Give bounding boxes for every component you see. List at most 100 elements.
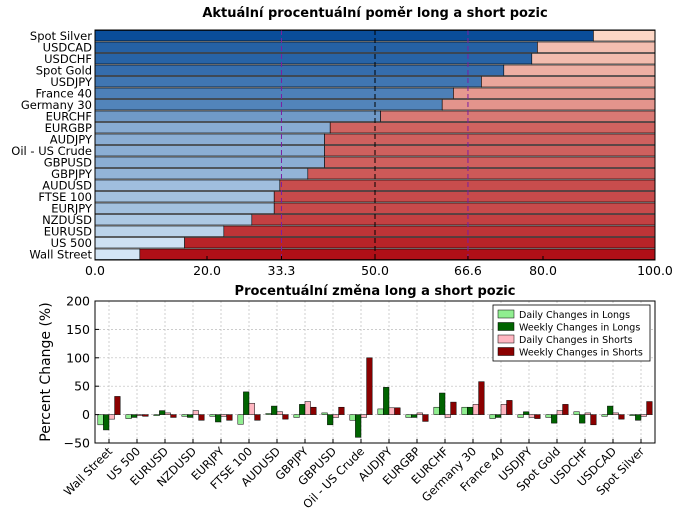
change-bar: [444, 414, 451, 418]
chart2-frame: [94, 300, 656, 444]
short-bar: [139, 248, 656, 260]
long-bar: [94, 76, 482, 88]
change-bar: [562, 404, 569, 415]
legend-entry: Weekly Changes in Shorts: [519, 348, 643, 359]
change-bar: [265, 413, 272, 415]
short-bar: [531, 53, 656, 65]
long-bar: [94, 191, 275, 203]
change-bar: [405, 414, 412, 418]
change-bar: [383, 387, 390, 415]
change-bar: [646, 401, 653, 415]
change-bar: [422, 414, 429, 422]
change-bar: [478, 381, 485, 415]
chart2-y-axis-label: Percent Change (%): [38, 302, 54, 441]
change-bar: [528, 414, 535, 418]
long-bar: [94, 168, 309, 180]
long-bar: [94, 225, 225, 237]
y-tick-label: 100: [66, 350, 90, 365]
chart1-category-label: Oil - US Crude: [11, 144, 92, 158]
chart1-category-label: EURJPY: [51, 201, 93, 215]
long-bar: [94, 248, 141, 260]
change-bar: [517, 414, 524, 418]
legend-entry: Weekly Changes in Longs: [519, 323, 640, 334]
short-bar: [223, 225, 656, 237]
y-tick-label: −50: [64, 436, 90, 451]
legend-entry: Daily Changes in Longs: [519, 310, 630, 321]
change-bar: [556, 410, 563, 415]
long-bar: [94, 202, 275, 214]
change-bar: [349, 414, 356, 421]
change-bar: [584, 412, 591, 415]
long-bar: [94, 122, 331, 134]
chart2-bars: [97, 357, 653, 438]
change-bar: [394, 407, 401, 415]
change-bar: [366, 357, 373, 415]
change-bar: [607, 405, 614, 415]
short-bar: [329, 122, 656, 134]
short-bar: [453, 87, 656, 99]
long-bar: [94, 237, 185, 249]
change-bar: [142, 414, 149, 417]
chart1-category-label: USDCHF: [44, 52, 92, 66]
change-bar: [332, 414, 339, 418]
chart1-category-label: GBPJPY: [51, 167, 93, 181]
y-tick-label: 0: [82, 407, 90, 422]
change-bar: [489, 414, 496, 419]
change-bar: [411, 414, 418, 418]
legend-swatch: [497, 309, 515, 319]
chart1-category-label: EURGBP: [45, 121, 92, 135]
chart1-category-label: USDJPY: [50, 75, 93, 89]
change-bar: [131, 414, 138, 418]
short-bar: [324, 156, 656, 168]
change-bar: [103, 414, 110, 431]
change-bar: [243, 391, 250, 415]
change-bar: [282, 414, 289, 420]
change-bar: [523, 411, 530, 415]
change-bar: [114, 396, 121, 415]
change-bar: [461, 406, 468, 415]
long-bar: [94, 214, 253, 226]
chart2-y-ticks: −50 0 50 100 150 200: [64, 294, 99, 451]
change-bar: [640, 414, 647, 417]
change-bar: [187, 414, 194, 418]
x-tick-label: 50.0: [361, 263, 389, 278]
change-bar: [237, 414, 244, 425]
change-bar: [192, 410, 199, 415]
x-tick-label: 66.6: [454, 263, 482, 278]
change-bar: [601, 414, 608, 417]
change-bar: [299, 404, 306, 415]
change-bar: [545, 414, 552, 418]
change-bar: [310, 406, 317, 415]
change-bar: [500, 404, 507, 415]
chart1-category-label: AUDJPY: [50, 132, 93, 146]
y-tick-label: 200: [66, 294, 90, 309]
change-bar: [159, 410, 166, 415]
change-bar: [198, 414, 205, 421]
long-bar: [94, 99, 443, 111]
chart1-category-label: AUDUSD: [42, 178, 92, 192]
legend-swatch: [497, 334, 515, 344]
x-tick-label: 80.0: [529, 263, 557, 278]
short-bar: [307, 168, 656, 180]
change-bar: [629, 414, 636, 416]
short-bar: [251, 214, 656, 226]
short-bar: [537, 41, 656, 53]
chart1-category-label: Wall Street: [29, 247, 92, 261]
long-bar: [94, 133, 325, 145]
change-bar: [164, 412, 171, 415]
chart1-bars: [94, 30, 656, 260]
long-bar: [94, 145, 325, 157]
change-bar: [254, 414, 261, 421]
change-bar: [338, 406, 345, 415]
legend-box: [492, 304, 651, 362]
short-bar: [503, 64, 656, 76]
change-bar: [439, 392, 446, 415]
long-bar: [94, 41, 538, 53]
change-bar: [170, 414, 177, 418]
change-bar: [579, 414, 586, 424]
change-bar: [433, 406, 440, 415]
y-tick-label: 150: [66, 322, 90, 337]
